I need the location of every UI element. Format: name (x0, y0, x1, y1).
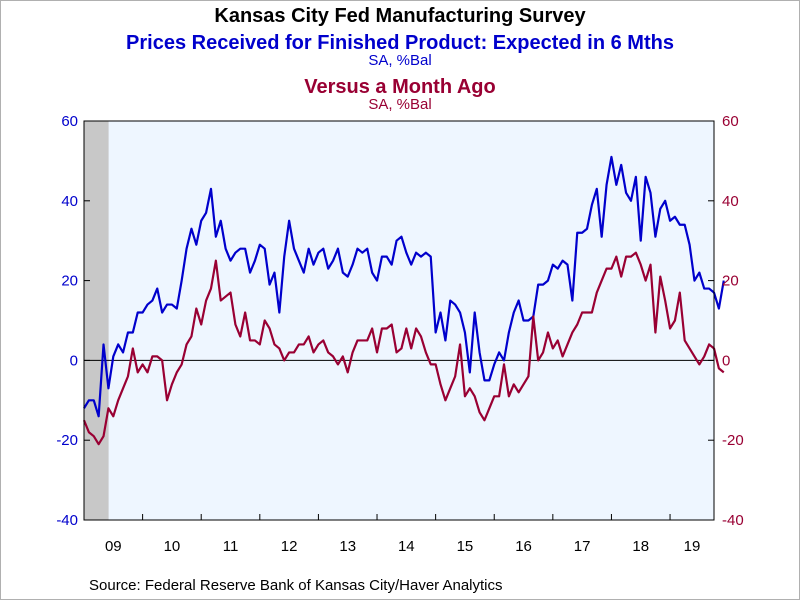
x-tick-label: 13 (339, 538, 356, 555)
left-axis: 60 40 20 0 -20 -40 (56, 113, 90, 529)
right-axis-tick-label: 40 (722, 193, 739, 210)
x-axis-labels: 09 10 11 12 13 14 15 16 17 18 19 (105, 538, 700, 555)
x-tick-label: 14 (398, 538, 415, 555)
x-tick-label: 17 (574, 538, 591, 555)
recession-shade (84, 121, 109, 520)
x-tick-label: 19 (684, 538, 701, 555)
right-axis-tick-label: -40 (722, 512, 744, 529)
series-lines (82, 155, 725, 446)
x-tick-label: 16 (515, 538, 532, 555)
plot-area (84, 121, 714, 520)
series-2-unit: SA, %Bal (368, 96, 431, 113)
left-axis-tick-label: 20 (61, 273, 78, 290)
left-axis-tick-label: 40 (61, 193, 78, 210)
right-axis-tick-label: -20 (722, 432, 744, 449)
x-tick-label: 09 (105, 538, 122, 555)
left-axis-tick-label: 60 (61, 113, 78, 130)
left-axis-tick-label: 0 (70, 352, 78, 369)
source-note: Source: Federal Reserve Bank of Kansas C… (89, 577, 503, 594)
chart-title: Kansas City Fed Manufacturing Survey (214, 5, 586, 27)
plot-border (83, 120, 715, 521)
left-axis-tick-label: -20 (56, 432, 78, 449)
series-1-title: Prices Received for Finished Product: Ex… (126, 32, 674, 54)
x-tick-label: 10 (164, 538, 181, 555)
series-1-unit: SA, %Bal (368, 52, 431, 69)
series-2-line (82, 251, 725, 446)
right-axis: 60 40 20 0 -20 -40 (708, 113, 744, 529)
right-axis-tick-label: 60 (722, 113, 739, 130)
x-tick-label: 11 (223, 538, 239, 555)
right-axis-tick-label: 0 (722, 352, 730, 369)
x-tick-label: 12 (281, 538, 298, 555)
x-tick-label: 15 (457, 538, 474, 555)
x-tick-label: 18 (632, 538, 649, 555)
left-axis-tick-label: -40 (56, 512, 78, 529)
series-1-line (83, 155, 725, 418)
x-axis-ticks (83, 514, 671, 520)
right-axis-tick-label: 20 (722, 273, 739, 290)
series-2-title: Versus a Month Ago (304, 76, 496, 98)
